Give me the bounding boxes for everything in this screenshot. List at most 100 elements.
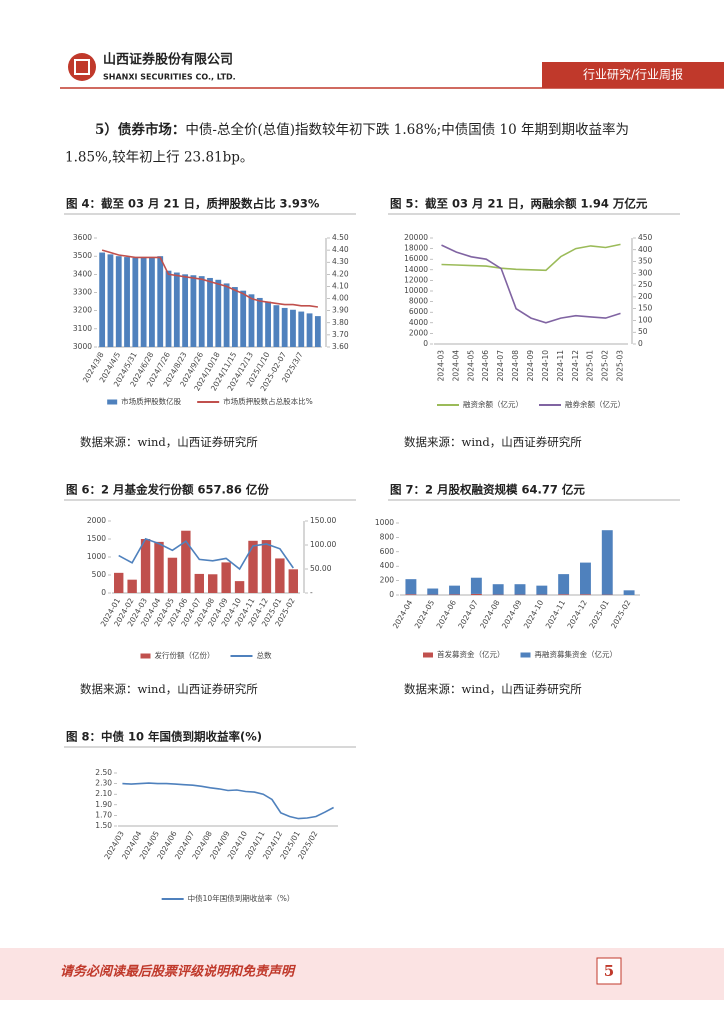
y-tick-label: 1000 (375, 518, 394, 527)
y2-tick-label: 450 (638, 233, 653, 242)
x-tick-label: 2024-12 (571, 350, 580, 382)
bar (115, 256, 122, 347)
bar (181, 530, 191, 593)
paragraph-text: 中债-总全价(总值)指数较年初下跌 1.68%;中债国债 10 年期到期收益率为 (185, 121, 629, 138)
y-tick-label: 3400 (73, 269, 92, 278)
y2-tick-label: 50.00 (310, 564, 332, 573)
y2-tick-label: 50 (638, 327, 648, 336)
y2-tick-label: 3.90 (332, 306, 349, 315)
x-tick-label: 2025-01 (586, 350, 595, 382)
y-tick-label: 500 (92, 570, 107, 579)
y-tick-label: 600 (380, 547, 395, 556)
figure-title: 图 8：中债 10 年国债到期收益率(%) (66, 730, 262, 744)
bar (314, 316, 321, 347)
figure-title: 图 6：2 月基金发行份额 657.86 亿份 (66, 483, 269, 497)
paragraph-line: 1.85%,较年初上行 23.81bp。 (65, 149, 253, 166)
figure-title: 图 7：2 月股权融资规模 64.77 亿元 (390, 483, 585, 497)
legend-label: 再融资募集资金（亿元） (535, 649, 618, 659)
bar (124, 257, 130, 347)
y-tick-label: 18000 (404, 244, 428, 253)
figure-title: 图 4：截至 03 月 21 日，质押股数占比 3.93% (66, 197, 320, 211)
legend-label: 融券余额（亿元） (565, 399, 625, 409)
bar (114, 572, 124, 593)
x-tick-label: 2025-02 (601, 350, 610, 382)
y2-tick-label: 4.30 (332, 257, 349, 266)
section: 行业研究/行业周报 (583, 67, 683, 82)
bar (306, 313, 313, 347)
y2-tick-label: 4.40 (332, 245, 349, 254)
legend-label: 融资余额（亿元） (463, 399, 523, 409)
line (118, 537, 294, 571)
bar (231, 287, 238, 347)
section-band (542, 62, 724, 88)
y-tick-label: 400 (380, 561, 395, 570)
y2-tick-label: 200 (638, 292, 653, 301)
y-tick-label: 12000 (404, 275, 428, 284)
bar (240, 290, 247, 347)
logo (68, 53, 96, 81)
bar (132, 257, 139, 347)
figure-title: 图 5：截至 03 月 21 日，两融余额 1.94 万亿元 (390, 197, 648, 211)
y-tick-label: 3100 (73, 324, 92, 333)
bar (223, 283, 230, 347)
figure-source: 数据来源：wind，山西证券研究所 (404, 435, 582, 449)
bar (248, 540, 258, 593)
legend-swatch (423, 652, 433, 658)
x-tick-label: 2024-04 (451, 350, 460, 382)
bar (601, 530, 613, 595)
y-tick-label: 4000 (409, 318, 428, 327)
bar (234, 581, 245, 593)
bar (580, 562, 591, 595)
y-tick-label: 1.90 (95, 800, 112, 809)
y2-tick-label: 3.70 (332, 330, 349, 339)
bar (248, 294, 255, 347)
y-tick-label: 16000 (404, 254, 428, 263)
paragraph-line: 5）债券市场：中债-总全价(总值)指数较年初下跌 1.68%;中债国债 10 年… (95, 121, 629, 138)
x-tick-label: 2025-03 (616, 350, 625, 382)
y-tick-label: 200 (380, 576, 395, 585)
bar (558, 594, 570, 595)
y-tick-label: 3600 (73, 233, 92, 242)
bar (470, 593, 482, 595)
y2-tick-label: 0 (638, 339, 643, 348)
bar (558, 574, 570, 595)
legend-label: 发行份额（亿份） (155, 650, 215, 660)
figure-source: 数据来源：wind，山西证券研究所 (80, 682, 258, 696)
bar (281, 307, 288, 347)
y-tick-label: 1.50 (95, 821, 112, 830)
y2-tick-label: 4.50 (332, 233, 349, 242)
y2-tick-label: 100 (638, 315, 653, 324)
bar (275, 558, 285, 593)
y2-tick-label: 250 (638, 280, 653, 289)
bar (449, 594, 460, 595)
y2-tick-label: 150.00 (310, 516, 336, 525)
y-tick-label: 6000 (409, 307, 428, 316)
bar (221, 562, 231, 593)
y2-tick-label: 100.00 (310, 540, 336, 549)
legend-label: 市场质押股数占总股本比% (223, 396, 313, 406)
x-tick-label: 2024-06 (481, 350, 490, 382)
y-tick-label: 0 (389, 590, 394, 599)
bar (514, 584, 526, 595)
bar (140, 257, 147, 347)
y-tick-label: 2000 (87, 516, 106, 525)
y2-tick-label: 3.80 (332, 318, 349, 327)
line (122, 782, 334, 820)
y2-tick-label: 4.00 (332, 294, 349, 303)
legend-swatch (140, 653, 151, 659)
y2-tick-label: 350 (638, 257, 653, 266)
legend-swatch (107, 399, 118, 405)
y2-tick-label: 3.60 (332, 342, 349, 351)
y-tick-label: 0 (423, 339, 428, 348)
bar (198, 276, 205, 347)
y-tick-label: 2.10 (95, 789, 112, 798)
y2-tick-label: 150 (638, 304, 653, 313)
bar (207, 277, 213, 347)
bar (190, 275, 197, 347)
page-number: 5 (604, 962, 614, 980)
bar (165, 270, 172, 347)
y2-tick-label: 400 (638, 245, 653, 254)
y-tick-label: 2.30 (95, 779, 112, 788)
